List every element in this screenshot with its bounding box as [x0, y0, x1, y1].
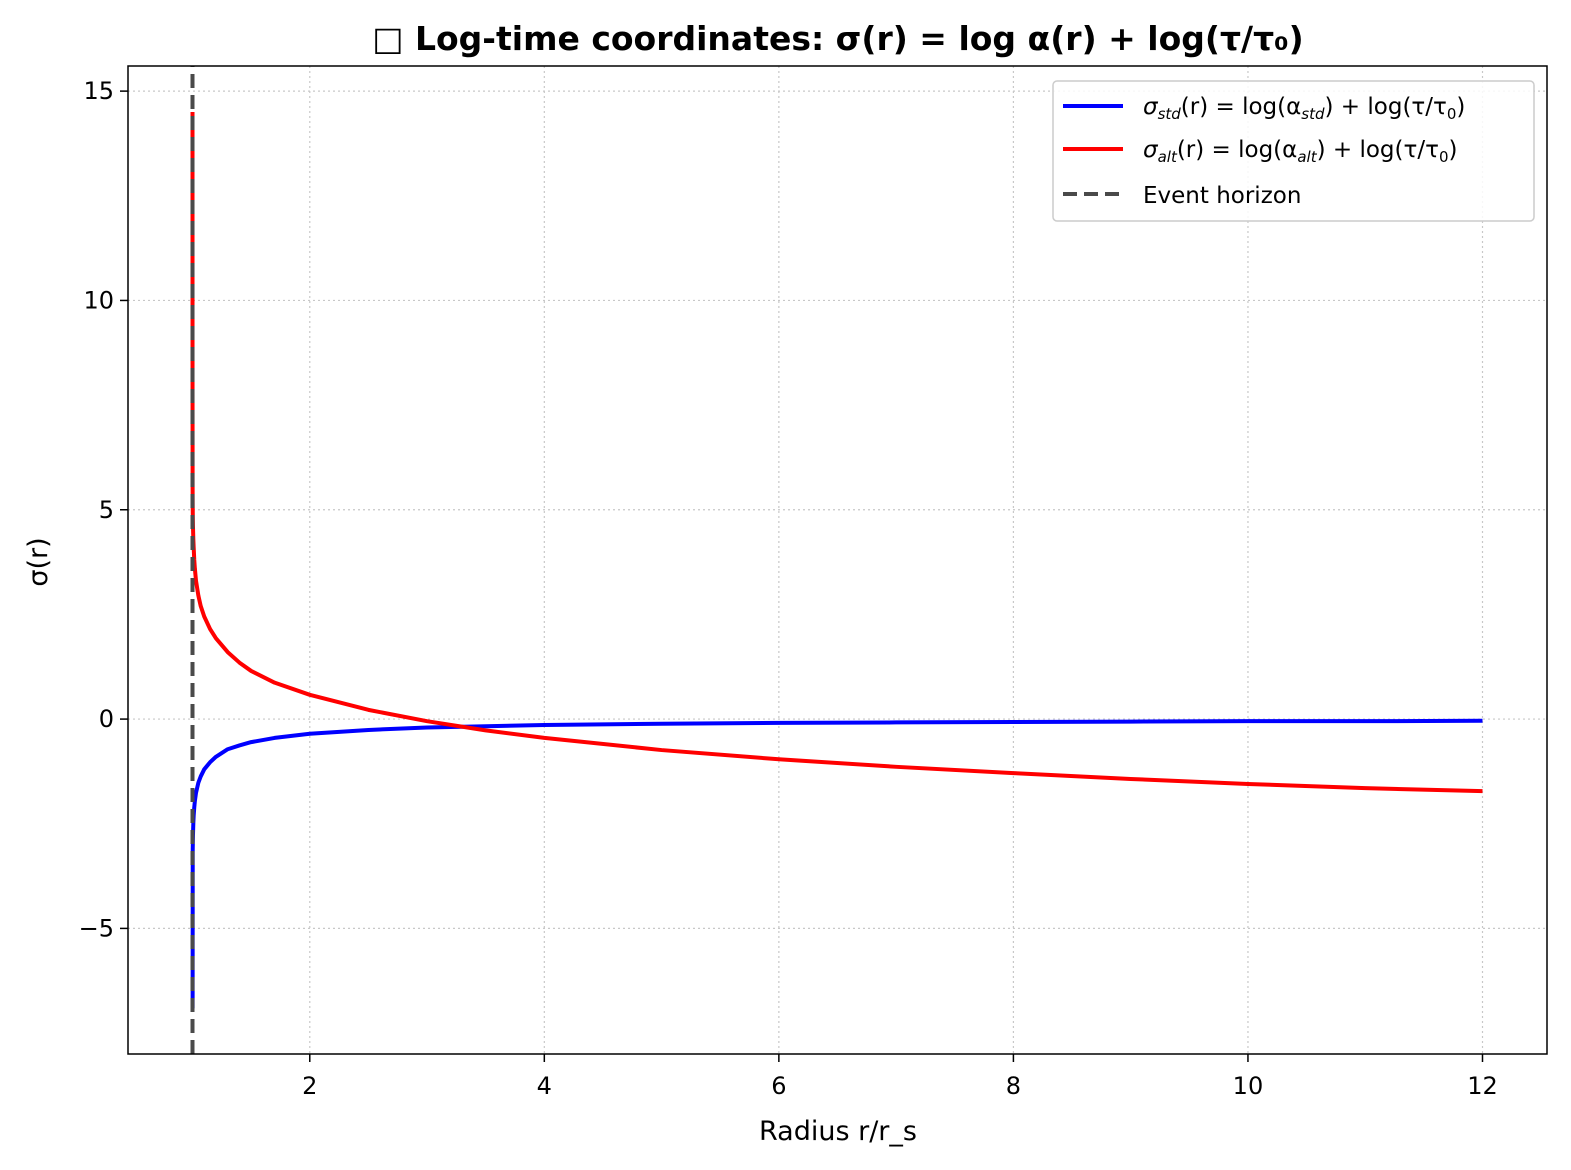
legend: σstd(r) = log(αstd) + log(τ/τ0) σalt(r) …: [1052, 80, 1535, 222]
legend-std-sub3: 0: [1447, 105, 1457, 123]
series-layer: [190, 66, 1483, 1054]
series-line-std: [190, 718, 1483, 1009]
legend-alt-sub: alt: [1158, 148, 1178, 166]
legend-std-suffix: ) + log(τ/τ: [1325, 94, 1447, 120]
x-tick-label: 8: [1006, 1072, 1021, 1100]
legend-frame: [1052, 80, 1535, 222]
x-tick-label: 2: [302, 1072, 317, 1100]
legend-alt-sigma: σ: [1143, 137, 1159, 163]
legend-std-sub: std: [1158, 105, 1182, 123]
legend-std-end: ): [1456, 94, 1465, 120]
legend-label-horizon: Event horizon: [1143, 183, 1301, 209]
grid-lines: [128, 66, 1547, 1054]
y-tick-label: 10: [83, 286, 114, 314]
chart-title: □ Log-time coordinates: σ(r) = log α(r) …: [372, 19, 1303, 58]
legend-alt-sub2: alt: [1297, 148, 1317, 166]
legend-label-std: σstd(r) = log(αstd) + log(τ/τ0): [1143, 94, 1465, 123]
y-tick-label: −5: [79, 914, 114, 942]
x-tick-label: 10: [1233, 1072, 1264, 1100]
y-tick-label: 0: [99, 705, 114, 733]
legend-std-sub2: std: [1301, 105, 1325, 123]
legend-alt-suffix: ) + log(τ/τ: [1317, 137, 1439, 163]
x-tick-label: 4: [537, 1072, 552, 1100]
legend-std-sigma: σ: [1143, 94, 1159, 120]
legend-label-alt: σalt(r) = log(αalt) + log(τ/τ0): [1143, 137, 1457, 166]
y-tick-label: 15: [83, 77, 114, 105]
y-axis-label: σ(r): [23, 537, 54, 586]
legend-alt-end: ): [1448, 137, 1457, 163]
y-tick-label: 5: [99, 496, 114, 524]
legend-alt-mid: (r) = log(α: [1177, 137, 1298, 163]
x-tick-label: 6: [771, 1072, 786, 1100]
x-axis-label: Radius r/r_s: [759, 1116, 917, 1147]
legend-std-mid: (r) = log(α: [1181, 94, 1302, 120]
axis-ticks: 2 4 6 8 10 12 −5 0 5 10 15: [79, 77, 1498, 1100]
plot-frame: [127, 65, 1548, 1055]
x-tick-label: 12: [1467, 1072, 1498, 1100]
legend-alt-sub3: 0: [1439, 148, 1449, 166]
